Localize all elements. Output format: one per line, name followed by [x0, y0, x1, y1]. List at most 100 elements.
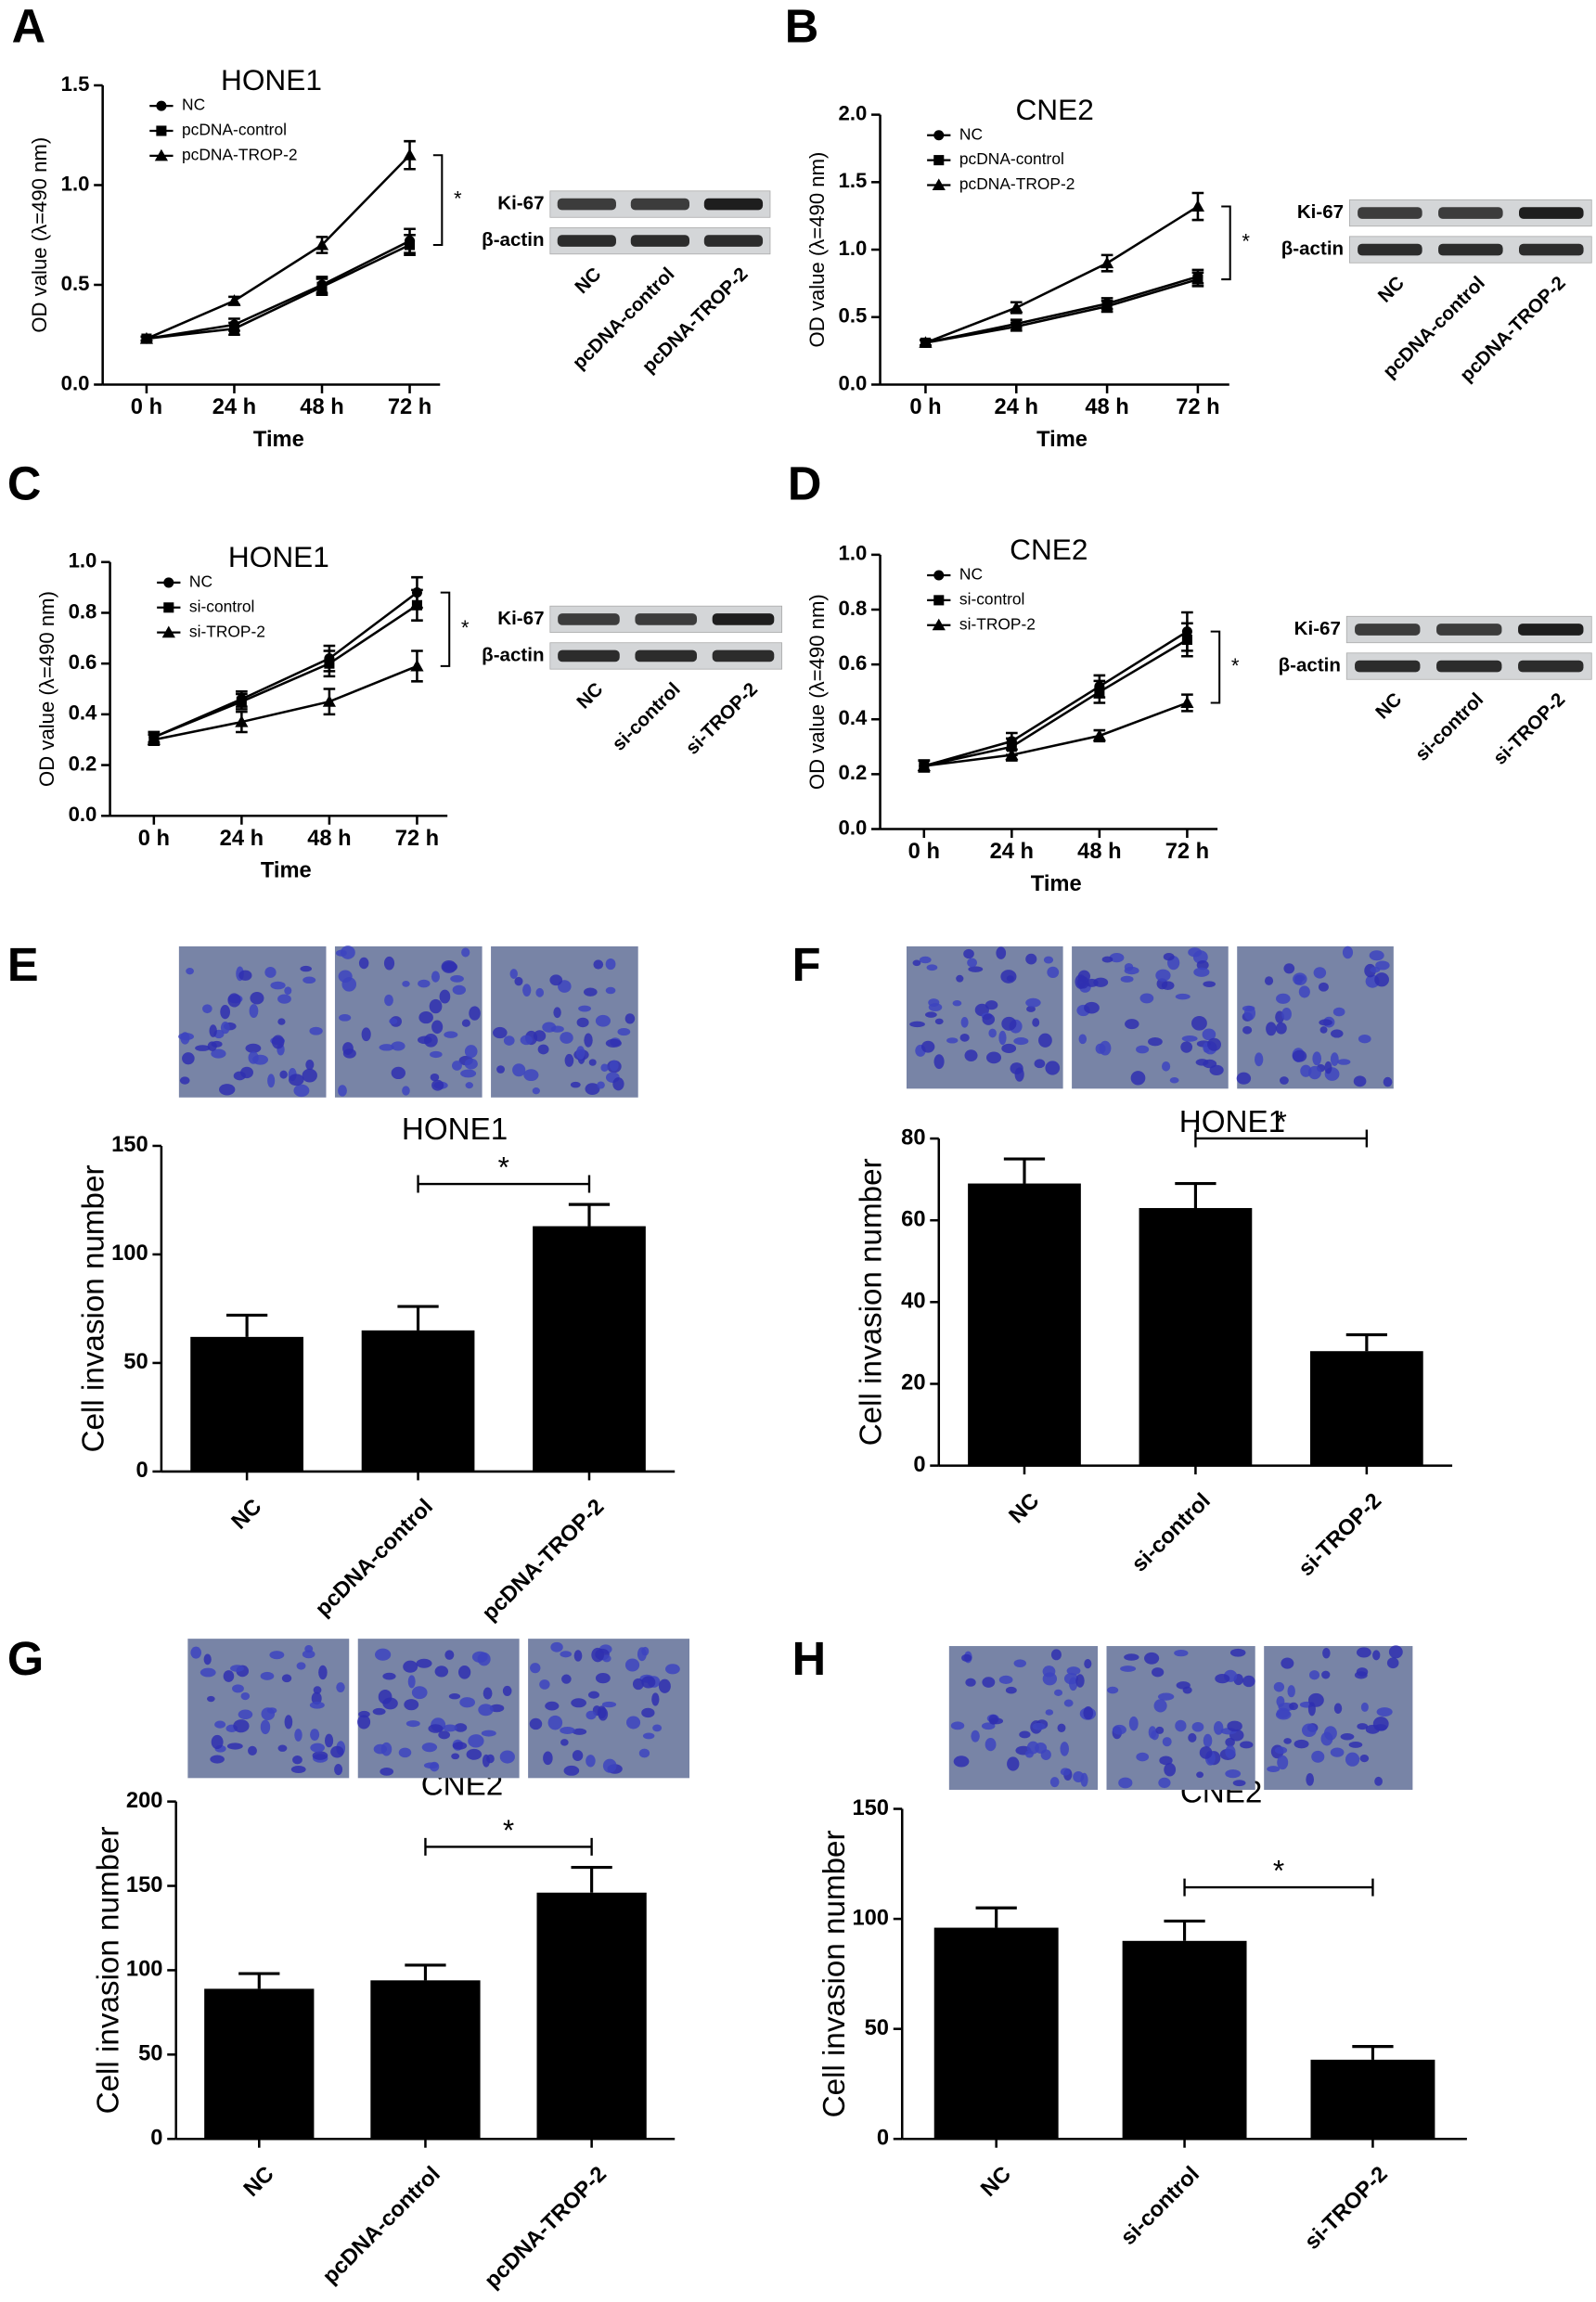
legend-marker: [156, 125, 167, 136]
stained-cell: [330, 1745, 344, 1758]
stained-cell: [1196, 960, 1209, 971]
data-point: [919, 336, 933, 348]
stained-cell: [985, 1737, 997, 1752]
micrograph: [334, 945, 483, 1098]
data-point: [405, 239, 416, 251]
chart-title: HONE1: [1179, 1105, 1285, 1139]
stained-cell: [382, 1697, 398, 1710]
data-point: [1101, 301, 1113, 312]
stained-cell: [964, 1049, 978, 1062]
stained-cell: [1175, 1719, 1187, 1732]
y-tick-label: 0.0: [61, 371, 90, 394]
blot-band: [703, 198, 764, 211]
stained-cell: [211, 1734, 224, 1750]
x-tick-label: NC: [239, 2162, 279, 2202]
legend-marker: [933, 595, 945, 606]
stained-cell: [269, 1651, 285, 1660]
stained-cell: [572, 1728, 587, 1735]
stained-cell: [502, 1685, 512, 1697]
stained-cell: [1060, 1742, 1069, 1756]
stained-cell: [642, 1732, 655, 1740]
stained-cell: [1006, 975, 1014, 982]
x-tick-label: 0 h: [138, 827, 170, 851]
stained-cell: [300, 965, 312, 972]
blot-band: [1355, 660, 1421, 673]
stained-cell: [965, 1678, 976, 1687]
stained-cell: [1026, 1005, 1036, 1012]
stained-cell: [483, 1687, 493, 1700]
stained-cell: [1040, 1749, 1051, 1760]
legend-label: pcDNA-TROP-2: [182, 145, 298, 163]
stained-cell: [1038, 1033, 1052, 1048]
stained-cell: [1139, 993, 1154, 1004]
y-tick-label: 40: [901, 1290, 925, 1314]
stained-cell: [207, 1695, 215, 1703]
stained-cell: [572, 1750, 584, 1761]
stained-cell: [532, 1087, 540, 1095]
stained-cell: [478, 1704, 494, 1717]
error-bar: [1164, 1919, 1205, 1941]
x-tick-label: 48 h: [300, 395, 343, 419]
significance-bracket: [1183, 1878, 1374, 1897]
y-tick-label: 150: [111, 1133, 148, 1157]
x-axis-label: Time: [261, 859, 312, 883]
y-axis-label: Cell invasion number: [77, 1164, 111, 1452]
chart-title: CNE2: [1015, 93, 1093, 126]
stained-cell: [1348, 1741, 1363, 1748]
stained-cell: [190, 1646, 202, 1659]
panel-letter: F: [792, 938, 821, 991]
series-line: [146, 154, 411, 341]
stained-cell: [570, 1081, 581, 1088]
stained-cell: [575, 1046, 586, 1061]
stained-cell: [1289, 1702, 1298, 1711]
stained-cell: [1333, 1703, 1343, 1714]
stained-cell: [179, 1076, 190, 1085]
stained-cell: [1207, 1037, 1221, 1051]
stained-cell: [294, 1729, 302, 1742]
x-tick-label: pcDNA-control: [318, 2162, 445, 2289]
y-tick-label: 20: [901, 1371, 925, 1395]
stained-cell: [982, 1677, 996, 1688]
stained-cell: [468, 1734, 484, 1748]
stained-cell: [486, 1754, 495, 1764]
x-tick-label: pcDNA-control: [311, 1495, 438, 1622]
stained-cell: [1255, 1052, 1264, 1067]
stained-cell: [956, 974, 964, 983]
stained-cell: [1032, 1018, 1040, 1027]
stained-cell: [1066, 1666, 1081, 1676]
data-point: [315, 238, 329, 251]
error-bar: [397, 1305, 439, 1331]
stained-cell: [358, 957, 369, 970]
stained-cell: [605, 958, 616, 971]
stained-cell: [1075, 1674, 1085, 1688]
stained-cell: [214, 1720, 226, 1729]
stained-cell: [1118, 1777, 1133, 1789]
y-tick-label: 0.5: [61, 272, 90, 295]
legend-label: si-TROP-2: [189, 622, 265, 640]
stained-cell: [1148, 1037, 1163, 1047]
stained-cell: [279, 1070, 288, 1079]
stained-cell: [514, 976, 523, 986]
y-axis-label: OD value (λ=490 nm): [805, 594, 829, 790]
stained-cell: [584, 1033, 593, 1048]
stained-cell: [1266, 1022, 1277, 1036]
legend-marker: [933, 155, 945, 166]
stained-cell: [391, 1066, 406, 1080]
stained-cell: [595, 1014, 611, 1027]
stained-cell: [302, 1650, 315, 1659]
data-point: [139, 331, 154, 344]
series-line: [146, 239, 411, 341]
blot-lane-label: si-control: [1411, 688, 1487, 765]
stained-cell: [561, 1674, 572, 1684]
x-tick-label: 0 h: [909, 395, 941, 419]
stained-cell: [233, 1719, 250, 1733]
x-tick-label: 0 h: [908, 840, 940, 864]
stained-cell: [641, 1646, 650, 1656]
stained-cell: [1174, 1649, 1189, 1657]
stained-cell: [1337, 1059, 1351, 1065]
significance-bracket: [424, 1837, 593, 1856]
data-point: [1092, 728, 1106, 741]
stained-cell: [1063, 1699, 1074, 1707]
significance-label: *: [1231, 654, 1240, 677]
stained-cell: [389, 1018, 398, 1025]
